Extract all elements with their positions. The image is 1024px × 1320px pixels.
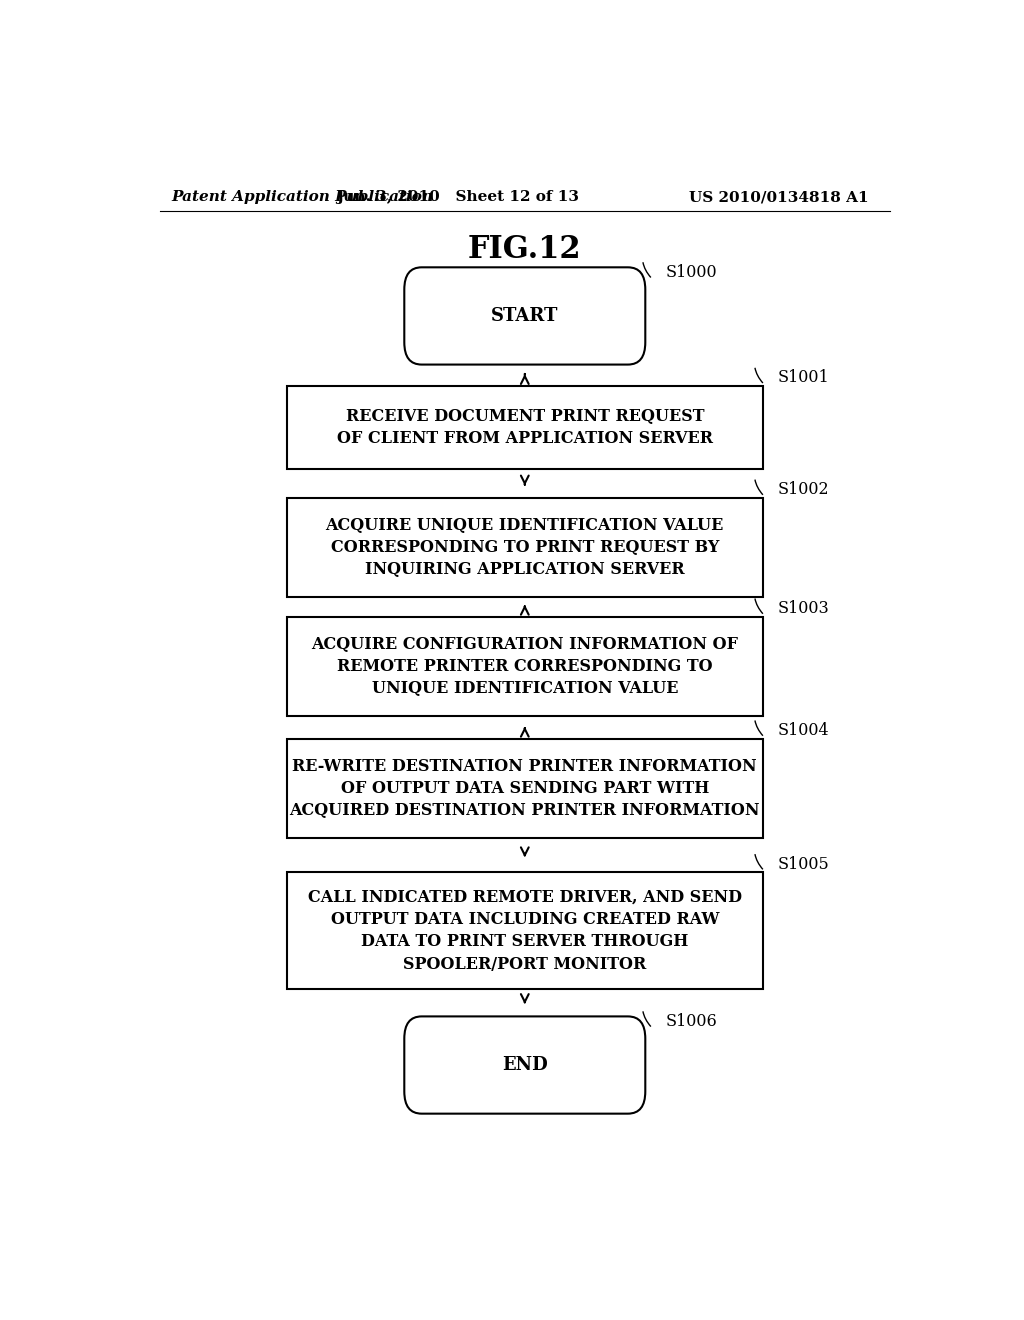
Text: S1001: S1001 <box>777 370 828 387</box>
Text: RE-WRITE DESTINATION PRINTER INFORMATION
OF OUTPUT DATA SENDING PART WITH
ACQUIR: RE-WRITE DESTINATION PRINTER INFORMATION… <box>290 758 760 820</box>
Text: S1006: S1006 <box>666 1012 717 1030</box>
Bar <box>287 873 763 989</box>
Text: S1003: S1003 <box>777 601 828 618</box>
Text: RECEIVE DOCUMENT PRINT REQUEST
OF CLIENT FROM APPLICATION SERVER: RECEIVE DOCUMENT PRINT REQUEST OF CLIENT… <box>337 408 713 447</box>
Bar <box>287 498 763 598</box>
Text: ACQUIRE UNIQUE IDENTIFICATION VALUE
CORRESPONDING TO PRINT REQUEST BY
INQUIRING : ACQUIRE UNIQUE IDENTIFICATION VALUE CORR… <box>326 517 724 578</box>
Bar <box>287 385 763 470</box>
FancyBboxPatch shape <box>404 1016 645 1114</box>
Text: US 2010/0134818 A1: US 2010/0134818 A1 <box>689 190 868 205</box>
Text: S1004: S1004 <box>777 722 828 739</box>
Text: S1000: S1000 <box>666 264 717 281</box>
Text: FIG.12: FIG.12 <box>468 235 582 265</box>
Text: ACQUIRE CONFIGURATION INFORMATION OF
REMOTE PRINTER CORRESPONDING TO
UNIQUE IDEN: ACQUIRE CONFIGURATION INFORMATION OF REM… <box>311 636 738 697</box>
Text: START: START <box>492 308 558 325</box>
Bar <box>287 739 763 838</box>
Text: END: END <box>502 1056 548 1074</box>
Text: Patent Application Publication: Patent Application Publication <box>172 190 433 205</box>
Text: Jun. 3, 2010   Sheet 12 of 13: Jun. 3, 2010 Sheet 12 of 13 <box>336 190 579 205</box>
FancyBboxPatch shape <box>404 268 645 364</box>
Text: CALL INDICATED REMOTE DRIVER, AND SEND
OUTPUT DATA INCLUDING CREATED RAW
DATA TO: CALL INDICATED REMOTE DRIVER, AND SEND O… <box>308 890 741 973</box>
Text: S1005: S1005 <box>777 855 828 873</box>
Bar <box>287 616 763 717</box>
Text: S1002: S1002 <box>777 482 828 498</box>
